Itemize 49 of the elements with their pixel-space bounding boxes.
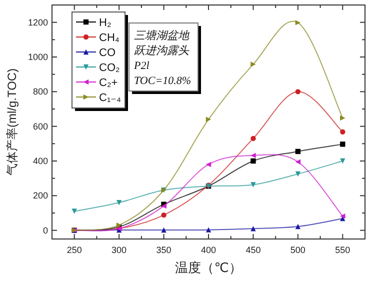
legend-label: CO₂ (99, 62, 120, 74)
point (206, 162, 212, 168)
x-tick-label: 400 (200, 245, 216, 255)
point (250, 152, 256, 158)
legend-label: CO (99, 47, 116, 59)
annotation: TOC=10.8% (134, 75, 192, 87)
point (295, 20, 301, 26)
y-tick-label: 800 (32, 86, 48, 97)
legend-label: C₂+ (99, 77, 118, 89)
point (295, 89, 301, 94)
point (340, 158, 346, 164)
y-tick-label: 400 (32, 156, 48, 166)
point (295, 159, 301, 164)
x-tick-label: 500 (290, 245, 306, 255)
point (295, 224, 301, 230)
point (72, 208, 77, 214)
y-tick-label: 600 (32, 121, 48, 132)
point (161, 212, 166, 218)
y-axis-title: 气体产率(ml/g.TOC) (5, 68, 19, 176)
y-tick-label: 200 (32, 190, 48, 201)
point (250, 136, 256, 142)
legend-label: CH₄ (99, 32, 120, 44)
y-tick-label: 0 (42, 225, 48, 236)
point (250, 182, 256, 188)
point (206, 116, 212, 122)
point (340, 115, 346, 121)
annotation: 三塘湖盆地 (134, 29, 190, 42)
point (161, 227, 166, 233)
point (206, 227, 212, 232)
x-axis-title: 温度（℃） (175, 260, 242, 275)
point (250, 62, 256, 67)
x-tick-label: 550 (335, 245, 350, 255)
point (295, 171, 301, 177)
point (250, 158, 256, 164)
x-tick-label: 250 (66, 245, 82, 255)
point (250, 226, 256, 232)
x-tick-label: 450 (246, 245, 261, 255)
annotation: P2l (133, 60, 150, 72)
point (116, 200, 122, 206)
legend-label: H₂ (99, 17, 112, 29)
point (340, 142, 346, 147)
x-tick-label: 350 (156, 245, 172, 255)
point (295, 148, 301, 154)
legend-label: C₁₋₄ (99, 92, 122, 104)
annotation: 跃进沟露头 (134, 44, 190, 57)
y-tick-label: 1200 (28, 17, 48, 28)
x-tick-label: 300 (112, 245, 127, 255)
y-tick-label: 1000 (28, 52, 48, 62)
point (340, 129, 346, 134)
